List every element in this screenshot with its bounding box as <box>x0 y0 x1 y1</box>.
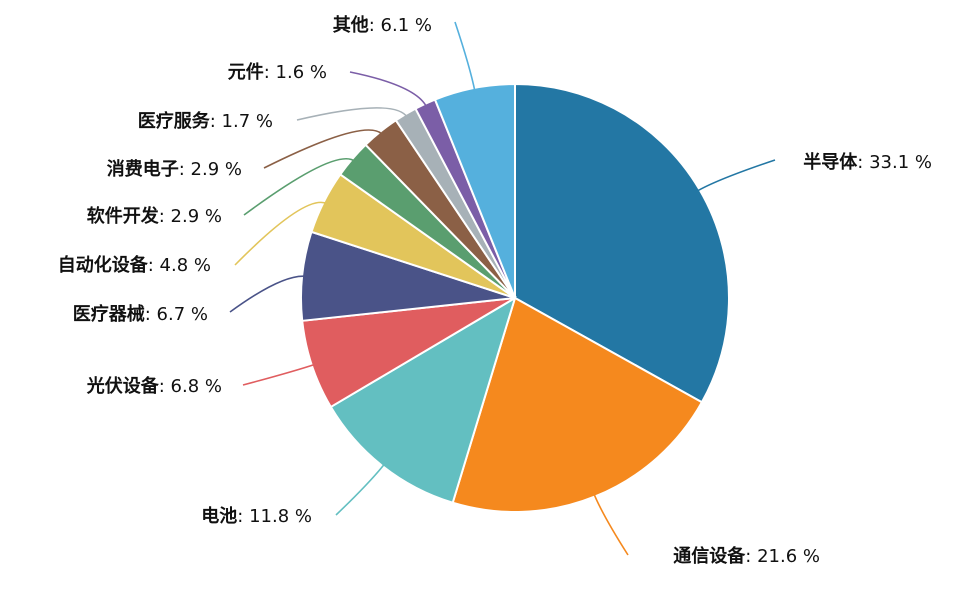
slice-label-name: 半导体 <box>803 151 858 173</box>
leader-line <box>229 275 307 313</box>
slice-label-name: 通信设备 <box>673 545 746 567</box>
slice-label-name: 元件 <box>228 61 264 83</box>
slice-label-value: 6.1 % <box>381 15 432 36</box>
slice-label-value: 1.7 % <box>222 111 273 132</box>
slice-label-value: 1.6 % <box>276 62 327 83</box>
slice-label: 医疗器械: 6.7 % <box>73 303 208 325</box>
leader-line <box>234 201 328 266</box>
slice-label-value: 2.9 % <box>171 206 222 227</box>
slice-label-value: 4.8 % <box>160 255 211 276</box>
slice-label: 光伏设备: 6.8 % <box>86 375 222 397</box>
slice-label-name: 消费电子 <box>107 158 179 180</box>
slice-label-value: 6.8 % <box>171 376 222 397</box>
leader-line <box>335 462 386 516</box>
slice-label-separator: : <box>159 206 171 227</box>
slice-label-name: 其他 <box>333 14 369 36</box>
slice-label-separator: : <box>857 152 869 173</box>
slice-label-separator: : <box>145 304 157 325</box>
slice-label: 半导体: 33.1 % <box>803 151 932 173</box>
leader-line <box>243 157 356 216</box>
slice-label-value: 11.8 % <box>249 506 312 527</box>
slice-label: 通信设备: 21.6 % <box>673 545 820 567</box>
slice-label-separator: : <box>237 506 249 527</box>
slice-label-separator: : <box>148 255 160 276</box>
slice-label-separator: : <box>369 15 381 36</box>
slice-label: 其他: 6.1 % <box>333 14 432 36</box>
slice-label-value: 2.9 % <box>191 159 242 180</box>
leader-line <box>695 159 776 193</box>
leader-line <box>263 129 384 169</box>
slice-label: 自动化设备: 4.8 % <box>58 254 211 276</box>
leader-line <box>242 363 316 386</box>
slice-label-name: 自动化设备 <box>58 254 149 276</box>
slice-label-separator: : <box>159 376 171 397</box>
slice-label: 消费电子: 2.9 % <box>107 158 242 180</box>
leader-line <box>592 492 629 556</box>
slice-label-separator: : <box>745 546 757 567</box>
slice-label-name: 医疗器械 <box>73 303 145 325</box>
leader-line <box>296 107 409 121</box>
slice-label-value: 33.1 % <box>869 152 932 173</box>
slice-label-value: 21.6 % <box>757 546 820 567</box>
slice-label: 元件: 1.6 % <box>228 61 327 83</box>
slice-label-name: 光伏设备 <box>86 375 160 397</box>
slice-label-value: 6.7 % <box>157 304 208 325</box>
slice-label-separator: : <box>264 62 276 83</box>
leader-line <box>349 71 428 108</box>
slice-label-separator: : <box>179 159 191 180</box>
slice-label-separator: : <box>210 111 222 132</box>
slice-label: 医疗服务: 1.7 % <box>138 110 273 132</box>
slice-label-name: 软件开发 <box>87 205 160 227</box>
slice-label: 电池: 11.8 % <box>201 505 312 527</box>
slice-label-name: 电池 <box>201 505 237 527</box>
slice-label: 软件开发: 2.9 % <box>87 205 222 227</box>
leader-line <box>454 21 476 92</box>
slice-label-name: 医疗服务 <box>138 110 211 132</box>
